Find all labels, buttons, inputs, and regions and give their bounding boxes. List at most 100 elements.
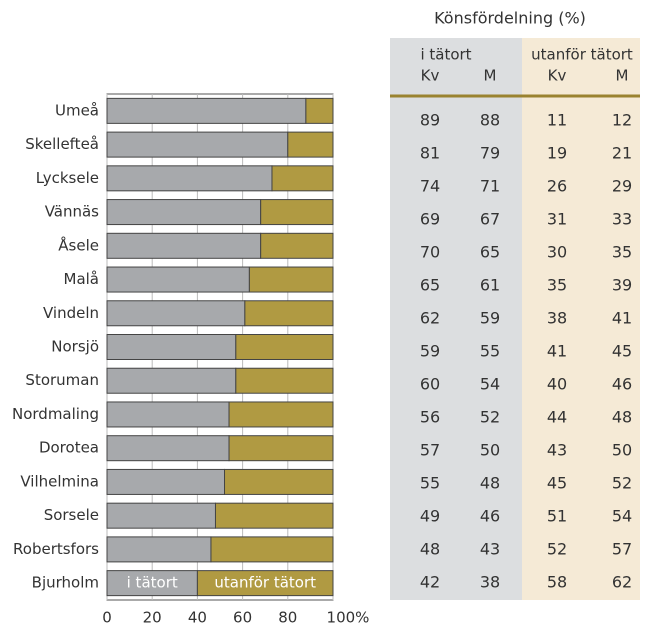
table-cell: 33 xyxy=(612,210,632,229)
table-cell: 44 xyxy=(547,408,567,427)
table-cell: 69 xyxy=(420,210,440,229)
table-cell: 54 xyxy=(480,375,500,394)
bar xyxy=(106,232,262,259)
table-cell: 21 xyxy=(612,144,632,163)
table-title: Könsfördelning (%) xyxy=(434,9,586,28)
table-cell: 55 xyxy=(420,474,440,493)
bar xyxy=(244,300,334,327)
table-cell: 46 xyxy=(480,507,500,526)
table-cell: 88 xyxy=(480,111,500,130)
table-cell: 45 xyxy=(612,342,632,361)
bar xyxy=(106,131,289,158)
bar xyxy=(224,468,334,495)
table-cell: 55 xyxy=(480,342,500,361)
table-band-rural xyxy=(522,38,640,600)
bar xyxy=(106,536,212,563)
table-cell: 70 xyxy=(420,243,440,262)
table-cell: 12 xyxy=(612,111,632,130)
bar xyxy=(305,97,334,124)
bar xyxy=(106,435,230,462)
bar xyxy=(235,367,334,394)
table-cell: 19 xyxy=(547,144,567,163)
table-cell: 81 xyxy=(420,144,440,163)
table-column-header: M xyxy=(484,67,497,85)
bar xyxy=(106,367,237,394)
y-tick-label: Storuman xyxy=(25,371,99,389)
table-cell: 52 xyxy=(480,408,500,427)
bar xyxy=(196,570,334,597)
x-tick-label: 80 xyxy=(278,609,297,627)
y-tick-label: Lycksele xyxy=(36,169,99,187)
x-tick-label: 60 xyxy=(233,609,252,627)
y-tick-label: Robertsfors xyxy=(13,540,99,558)
table-cell: 48 xyxy=(420,540,440,559)
table-cell: 46 xyxy=(612,375,632,394)
bar xyxy=(106,300,246,327)
table-cell: 52 xyxy=(547,540,567,559)
table-cell: 62 xyxy=(612,573,632,592)
table-cell: 41 xyxy=(547,342,567,361)
table-cell: 57 xyxy=(612,540,632,559)
bar xyxy=(235,334,334,360)
table-cell: 49 xyxy=(420,507,440,526)
bar xyxy=(106,199,262,226)
table-cell: 60 xyxy=(420,375,440,394)
y-tick-label: Nordmaling xyxy=(12,405,99,423)
table-cell: 71 xyxy=(480,177,500,196)
bar xyxy=(106,97,307,124)
bar xyxy=(106,570,198,597)
table-cell: 50 xyxy=(480,441,500,460)
table-cell: 67 xyxy=(480,210,500,229)
table-cell: 50 xyxy=(612,441,632,460)
x-tick-label: 40 xyxy=(188,609,207,627)
table-cell: 48 xyxy=(612,408,632,427)
table-cell: 65 xyxy=(420,276,440,295)
table-cell: 61 xyxy=(480,276,500,295)
legend-label: i tätort xyxy=(127,574,178,592)
bar xyxy=(248,266,334,293)
table-cell: 29 xyxy=(612,177,632,196)
table-cell: 42 xyxy=(420,573,440,592)
y-tick-label: Åsele xyxy=(58,235,99,254)
table-cell: 57 xyxy=(420,441,440,460)
table-cell: 52 xyxy=(612,474,632,493)
table-cell: 38 xyxy=(480,573,500,592)
table-cell: 43 xyxy=(547,441,567,460)
table-column-header: M xyxy=(616,67,629,85)
bar xyxy=(228,435,334,462)
table-cell: 40 xyxy=(547,375,567,394)
table-cell: 48 xyxy=(480,474,500,493)
y-tick-label: Dorotea xyxy=(39,439,99,457)
table-group: i tätort xyxy=(420,46,471,64)
table-cell: 56 xyxy=(420,408,440,427)
table-cell: 41 xyxy=(612,309,632,328)
table-cell: 59 xyxy=(480,309,500,328)
bar xyxy=(271,165,334,192)
table-cell: 65 xyxy=(480,243,500,262)
table-cell: 35 xyxy=(547,276,567,295)
x-tick-label: 0 xyxy=(102,609,112,627)
y-tick-label: Bjurholm xyxy=(32,574,99,592)
y-tick-label: Vännäs xyxy=(45,203,99,221)
x-tick-label: 20 xyxy=(143,609,162,627)
bar xyxy=(106,165,273,192)
table-cell: 39 xyxy=(612,276,632,295)
y-tick-label: Vilhelmina xyxy=(20,472,99,490)
table-band-urban xyxy=(390,38,522,600)
table-cell: 35 xyxy=(612,243,632,262)
bar xyxy=(287,131,334,158)
bar xyxy=(228,401,334,428)
bar xyxy=(260,232,334,259)
y-tick-label: Skellefteå xyxy=(25,135,99,153)
bar xyxy=(106,334,237,360)
table-cell: 62 xyxy=(420,309,440,328)
bar xyxy=(214,502,334,529)
table-cell: 38 xyxy=(547,309,567,328)
table-cell: 59 xyxy=(420,342,440,361)
bar xyxy=(210,536,334,563)
table-cell: 31 xyxy=(547,210,567,229)
bar xyxy=(106,468,226,495)
table-cell: 26 xyxy=(547,177,567,196)
table-cell: 58 xyxy=(547,573,567,592)
